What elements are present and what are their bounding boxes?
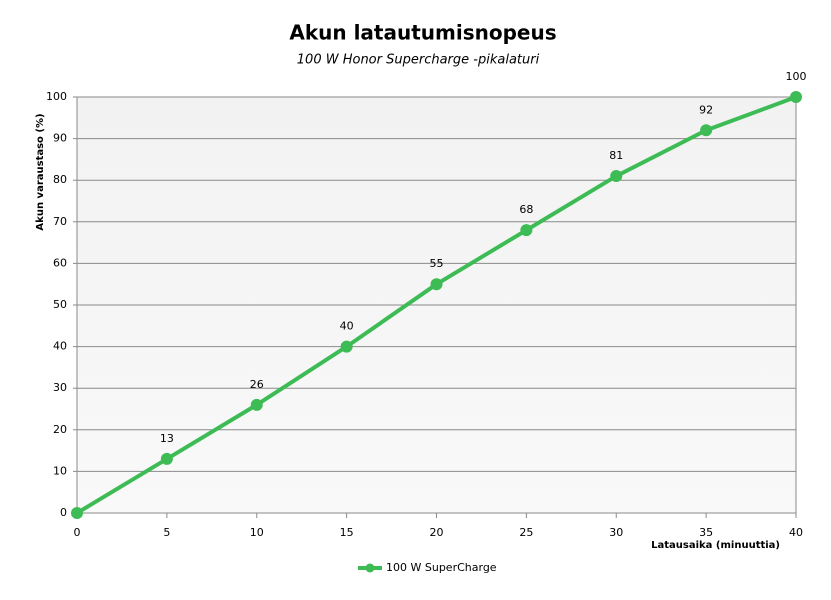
x-tick-label: 30 — [609, 526, 623, 539]
data-point — [340, 340, 353, 353]
data-label: 13 — [160, 432, 174, 445]
data-label: 81 — [609, 149, 623, 162]
x-tick-label: 35 — [699, 526, 713, 539]
y-tick-label: 30 — [53, 381, 67, 394]
data-point — [250, 398, 263, 411]
data-label: 26 — [250, 378, 264, 391]
x-tick-label: 0 — [74, 526, 81, 539]
x-tick-label: 5 — [163, 526, 170, 539]
y-tick-label: 10 — [53, 464, 67, 477]
y-tick-label: 80 — [53, 173, 67, 186]
data-point — [160, 452, 173, 465]
y-tick-label: 100 — [46, 90, 67, 103]
y-tick-label: 90 — [53, 132, 67, 145]
data-point — [520, 224, 533, 237]
x-axis-title: Latausaika (minuuttia) — [651, 540, 780, 551]
data-point — [790, 91, 802, 103]
y-tick-label: 70 — [53, 215, 67, 228]
data-point — [700, 124, 713, 137]
y-tick-label: 40 — [53, 340, 67, 353]
data-label: 55 — [430, 257, 444, 270]
y-tick-label: 0 — [60, 506, 67, 519]
x-tick-label: 25 — [519, 526, 533, 539]
y-axis-title: Akun varaustaso (%) — [35, 113, 46, 230]
chart-subtitle: 100 W Honor Supercharge -pikalaturi — [297, 53, 540, 68]
data-label: 92 — [699, 103, 713, 116]
data-point — [430, 278, 443, 291]
x-tick-label: 10 — [250, 526, 264, 539]
x-tick-label: 40 — [789, 526, 803, 539]
data-label: 40 — [340, 320, 354, 333]
data-point — [610, 170, 623, 183]
data-point — [71, 507, 83, 519]
data-label: 100 — [786, 70, 807, 83]
chart-title: Akun latautumisnopeus — [289, 21, 556, 45]
y-tick-label: 60 — [53, 256, 67, 269]
x-tick-label: 15 — [340, 526, 354, 539]
legend-label: 100 W SuperCharge — [386, 561, 497, 574]
data-label: 68 — [519, 203, 533, 216]
y-tick-label: 20 — [53, 423, 67, 436]
legend-marker — [365, 563, 375, 573]
y-tick-label: 50 — [53, 298, 67, 311]
x-tick-label: 20 — [430, 526, 444, 539]
